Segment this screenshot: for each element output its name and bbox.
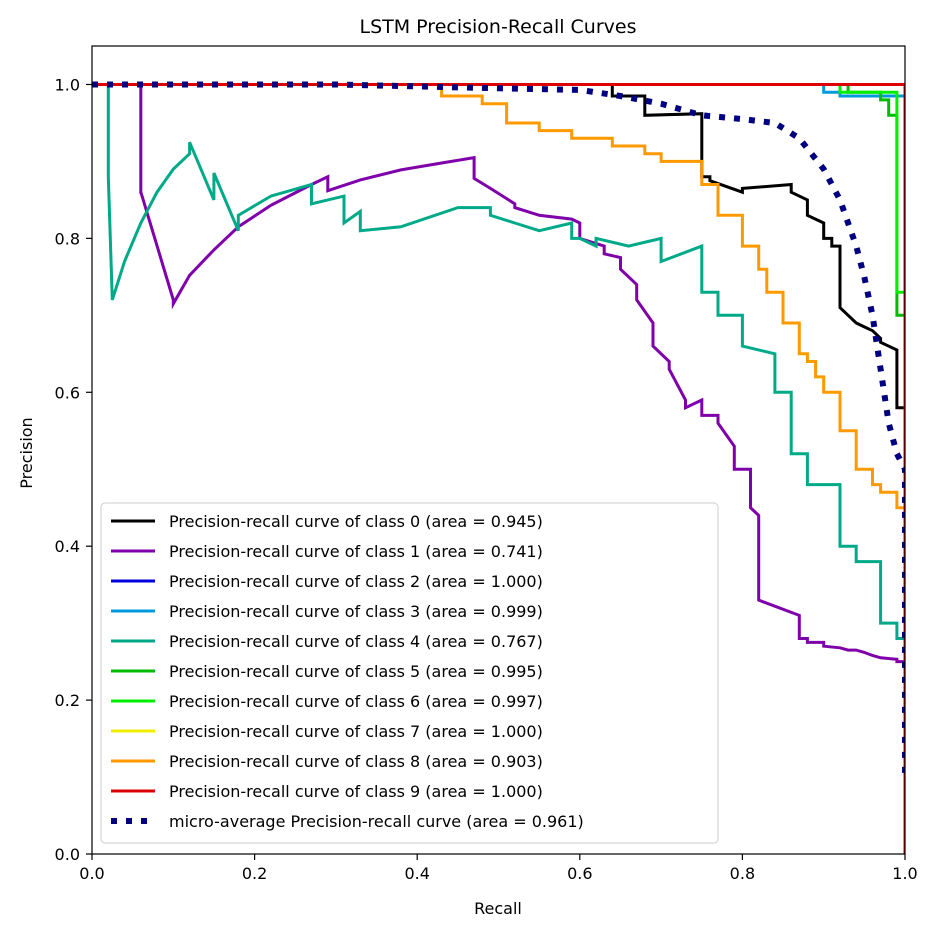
- legend-entry-9: Precision-recall curve of class 9 (area …: [169, 782, 543, 801]
- x-axis-label: Recall: [474, 899, 522, 918]
- chart-title: LSTM Precision-Recall Curves: [360, 16, 637, 38]
- y-tick-label: 0.0: [55, 845, 80, 864]
- legend-entry-8: Precision-recall curve of class 8 (area …: [169, 752, 543, 771]
- series-line-8: [92, 83, 905, 854]
- x-tick-label: 0.2: [242, 864, 267, 883]
- y-tick-label: 0.8: [55, 229, 80, 248]
- legend-entry-10: micro-average Precision-recall curve (ar…: [169, 812, 584, 831]
- legend-entry-4: Precision-recall curve of class 4 (area …: [169, 632, 543, 651]
- legend-entry-0: Precision-recall curve of class 0 (area …: [169, 512, 543, 531]
- legend-entry-3: Precision-recall curve of class 3 (area …: [169, 602, 543, 621]
- series-line-5: [92, 83, 905, 854]
- plot-area: [92, 81, 905, 854]
- x-tick-label: 0.8: [730, 864, 755, 883]
- x-tick-label: 0.6: [567, 864, 592, 883]
- legend-box: [100, 502, 719, 844]
- axes: 0.0 0.2 0.4 0.6 0.8 1.0 0.0 0.2 0.4 0.6 0.8 1.0: [55, 45, 918, 883]
- series-line-0: [92, 83, 905, 854]
- y-axis-label: Precision: [17, 417, 36, 488]
- legend: Precision-recall curve of class 0 (area …: [100, 502, 719, 844]
- series-line-10: [92, 81, 905, 777]
- series-line-1: [92, 83, 905, 854]
- y-tick-label: 0.4: [55, 537, 80, 556]
- x-tick-label: 1.0: [892, 864, 917, 883]
- legend-entry-1: Precision-recall curve of class 1 (area …: [169, 542, 543, 561]
- y-tick-label: 0.2: [55, 691, 80, 710]
- y-tick-label: 1.0: [55, 75, 80, 94]
- legend-entry-5: Precision-recall curve of class 5 (area …: [169, 662, 543, 681]
- y-tick-label: 0.6: [55, 383, 80, 402]
- legend-entry-7: Precision-recall curve of class 7 (area …: [169, 722, 543, 741]
- series-line-4: [92, 83, 905, 854]
- legend-entry-2: Precision-recall curve of class 2 (area …: [169, 572, 543, 591]
- legend-entry-6: Precision-recall curve of class 6 (area …: [169, 692, 543, 711]
- axes-frame: [91, 45, 906, 855]
- x-tick-label: 0.0: [79, 864, 104, 883]
- x-tick-label: 0.4: [404, 864, 429, 883]
